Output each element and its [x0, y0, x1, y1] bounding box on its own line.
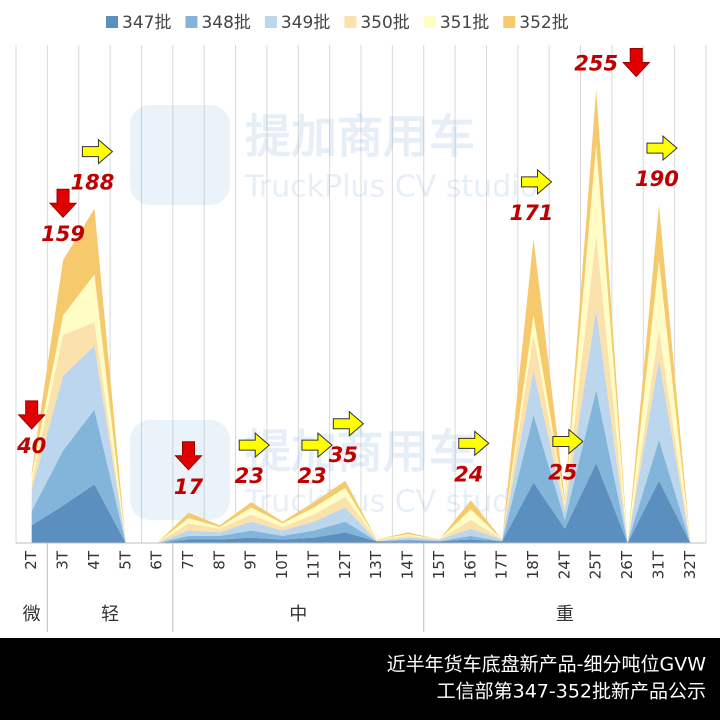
arrow-down: [17, 400, 46, 430]
annotation-label: 35: [329, 443, 358, 467]
arrow-right: [332, 410, 365, 437]
annotation-label: 159: [41, 222, 85, 246]
legend-label: 351批: [440, 13, 489, 33]
legend-swatch: [344, 16, 357, 28]
x-tick-label: 14T: [399, 550, 417, 579]
annotation-label: 24: [454, 462, 483, 486]
legend-label: 352批: [519, 13, 568, 33]
footer-line: 工信部第347-352批新产品公示: [437, 681, 706, 703]
arrow-right: [552, 428, 584, 455]
x-tick-label: 18T: [524, 550, 542, 579]
x-tick-label: 15T: [430, 550, 448, 579]
x-tick-label: 9T: [242, 550, 260, 570]
legend-swatch: [264, 16, 277, 28]
watermark-brand: 提加商用车: [245, 110, 475, 164]
arrow-down: [174, 441, 203, 471]
annotation-label: 17: [174, 475, 204, 499]
x-tick-label: 8T: [210, 550, 228, 570]
annotation-label: 188: [70, 171, 114, 195]
x-tick-label: 32T: [681, 550, 699, 579]
group-label: 轻: [101, 604, 119, 625]
x-tick-label: 11T: [304, 550, 322, 579]
watermark-sub: TruckPlus CV studio: [244, 170, 538, 205]
legend-label: 350批: [360, 13, 409, 33]
arrow-right: [646, 134, 678, 162]
arrow-down: [622, 47, 651, 78]
arrow-right: [301, 432, 333, 459]
annotation-label: 255: [574, 51, 618, 75]
watermark-logo: [130, 105, 230, 205]
x-tick-label: 25T: [587, 550, 605, 579]
x-tick-label: 16T: [461, 550, 479, 579]
legend-swatch: [503, 16, 516, 28]
x-tick-label: 7T: [179, 550, 197, 570]
x-tick-label: 5T: [116, 550, 134, 570]
legend-label: 348批: [201, 13, 250, 33]
legend-swatch: [106, 16, 118, 28]
arrow-right: [81, 138, 114, 165]
x-tick-label: 6T: [148, 550, 166, 570]
legend-swatch: [423, 16, 436, 28]
legend: 347批 348批 349批 350批 351批 352批: [106, 13, 569, 33]
group-label: 微: [23, 604, 41, 625]
annotation-label: 23: [297, 464, 326, 488]
annotation-label: 190: [635, 167, 679, 191]
annotation-label: 25: [548, 461, 577, 485]
x-tick-label: 12T: [336, 550, 354, 579]
legend-swatch: [185, 16, 198, 28]
legend-label: 347批: [122, 13, 171, 33]
x-tick-label: 31T: [649, 550, 667, 579]
footer-line: 近半年货车底盘新产品-细分吨位GVW: [387, 654, 707, 676]
watermark-sub: TruckPlus CV studio: [244, 485, 538, 520]
x-tick-label: 2T: [22, 550, 40, 570]
annotation-label: 171: [510, 201, 554, 225]
x-tick-label: 4T: [85, 550, 103, 570]
arrow-right: [521, 168, 553, 195]
arrow-right: [238, 432, 270, 459]
area: [31, 462, 691, 543]
x-tick-label: 26T: [618, 550, 636, 579]
x-tick-label: 3T: [54, 550, 72, 570]
group-label: 中: [289, 604, 307, 625]
footer-band: [0, 638, 720, 720]
annotation-label: 23: [235, 464, 264, 488]
arrow-down: [48, 188, 78, 218]
annotation-label: 40: [16, 434, 46, 458]
x-tick-label: 13T: [367, 550, 385, 579]
x-tick-label: 17T: [493, 550, 511, 579]
legend-label: 349批: [281, 13, 330, 33]
watermark-logo: [130, 420, 230, 520]
watermark-brand: 提加商用车: [245, 425, 475, 479]
arrow-right: [458, 430, 490, 457]
x-tick-label: 10T: [273, 550, 291, 579]
x-tick-label: 24T: [555, 550, 573, 579]
group-label: 重: [556, 604, 574, 625]
